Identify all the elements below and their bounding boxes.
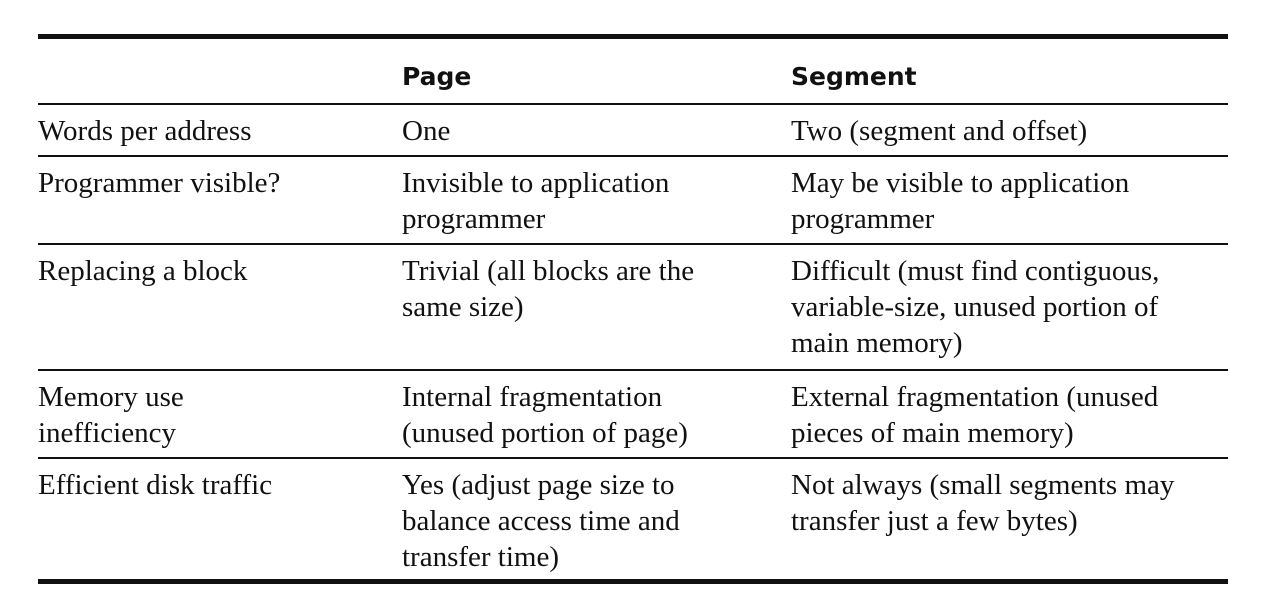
segment-cell: May be visible to application programmer xyxy=(791,167,1130,235)
bottom-rule xyxy=(38,579,1228,584)
row-label: Memory use inefficiency xyxy=(38,381,184,449)
table-row: Replacing a block Trivial (all blocks ar… xyxy=(38,245,1228,369)
header-cell-page: Page xyxy=(402,62,472,91)
table-row: Efficient disk traffic Yes (adjust page … xyxy=(38,459,1228,579)
segment-cell: Difficult (must find contiguous, variabl… xyxy=(791,255,1160,359)
header-cell-empty xyxy=(38,60,402,103)
table-row: Programmer visible? Invisible to applica… xyxy=(38,157,1228,243)
table-row: Memory use inefficiency Internal fragmen… xyxy=(38,371,1228,457)
page-cell: Internal fragmentation (unused portion o… xyxy=(402,381,688,449)
table-row: Words per address One Two (segment and o… xyxy=(38,105,1228,155)
segment-cell: External fragmentation (unused pieces of… xyxy=(791,381,1159,449)
row-divider xyxy=(38,369,1228,371)
table-header-row: Page Segment xyxy=(38,39,1228,103)
row-divider xyxy=(38,155,1228,157)
comparison-table: Page Segment Words per address One Two (… xyxy=(38,34,1228,584)
segment-cell: Not always (small segments may transfer … xyxy=(791,469,1175,537)
page-cell: Yes (adjust page size to balance access … xyxy=(402,469,680,573)
row-label: Words per address xyxy=(38,115,252,147)
row-divider xyxy=(38,457,1228,459)
segment-cell: Two (segment and offset) xyxy=(791,115,1088,147)
page-cell: Invisible to application programmer xyxy=(402,167,670,235)
row-label: Efficient disk traffic xyxy=(38,469,273,501)
row-divider xyxy=(38,103,1228,105)
header-cell-segment: Segment xyxy=(791,62,917,91)
top-rule xyxy=(38,34,1228,39)
row-divider xyxy=(38,243,1228,245)
row-label: Replacing a block xyxy=(38,255,248,287)
row-label: Programmer visible? xyxy=(38,167,281,199)
page-cell: One xyxy=(402,115,451,147)
page-cell: Trivial (all blocks are the same size) xyxy=(402,255,695,323)
